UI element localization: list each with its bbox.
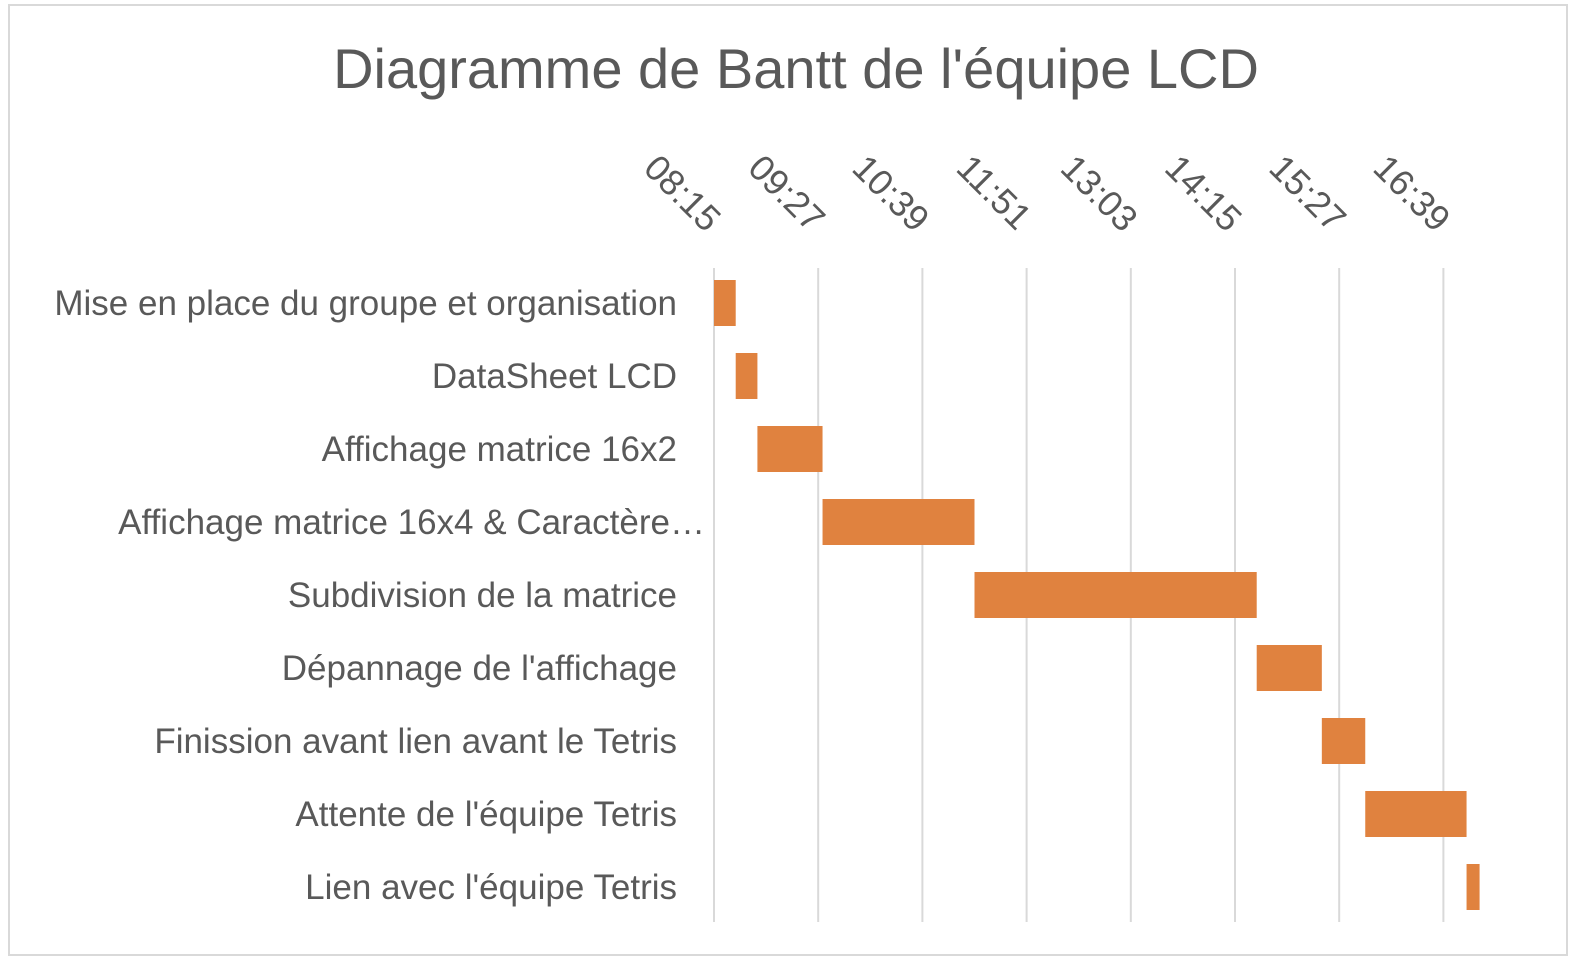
category-label: DataSheet LCD: [432, 357, 677, 396]
chart-frame: [8, 4, 1568, 956]
category-label: Affichage matrice 16x2: [322, 430, 677, 469]
task-bar: [1256, 645, 1322, 691]
category-label: Attente de l'équipe Tetris: [295, 795, 677, 834]
chart-title: Diagramme de Bantt de l'équipe LCD: [333, 37, 1259, 100]
x-tick-label: 16:39: [1366, 147, 1459, 240]
x-axis-ticks: 08:15 09:27 10:39 11:51 13:03 14:15 15:27 16:39: [636, 147, 1458, 240]
category-label: Dépannage de l'affichage: [282, 649, 677, 688]
x-tick-label: 09:27: [741, 147, 834, 240]
task-bar: [735, 353, 758, 399]
x-tick-label: 14:15: [1157, 147, 1250, 240]
x-tick-label: 13:03: [1053, 147, 1146, 240]
category-label: Finission avant lien avant le Tetris: [154, 722, 677, 761]
task-bars: [714, 280, 1480, 910]
category-label: Mise en place du groupe et organisation: [54, 284, 677, 323]
task-bar: [714, 280, 736, 326]
category-labels: Mise en place du groupe et organisation D…: [54, 284, 705, 907]
x-tick-label: 10:39: [845, 147, 938, 240]
x-tick-label: 15:27: [1262, 147, 1355, 240]
category-label: Subdivision de la matrice: [288, 576, 677, 615]
task-bar: [822, 499, 975, 545]
task-bar: [974, 572, 1257, 618]
x-tick-label: 08:15: [636, 147, 729, 240]
task-bar: [1466, 864, 1480, 910]
task-bar: [1365, 791, 1467, 837]
category-label: Affichage matrice 16x4 & Caractère…: [118, 503, 705, 542]
task-bar: [757, 426, 823, 472]
category-label: Lien avec l'équipe Tetris: [305, 868, 677, 907]
x-tick-label: 11:51: [949, 147, 1040, 238]
task-bar: [1321, 718, 1366, 764]
